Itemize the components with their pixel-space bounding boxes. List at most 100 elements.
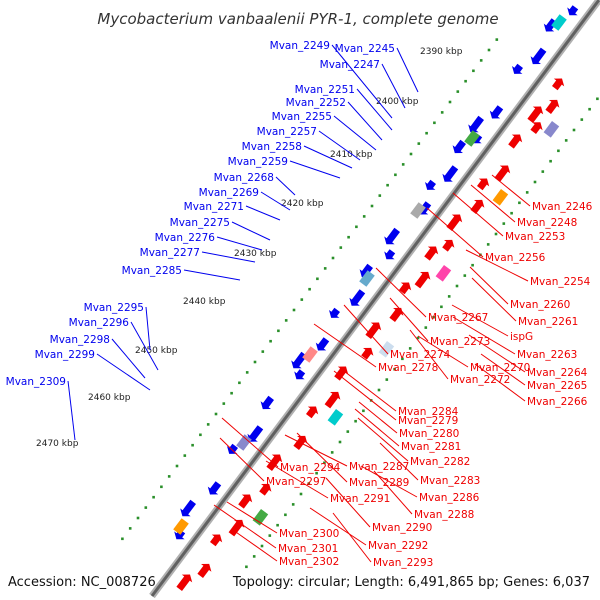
reverse-gene-label[interactable]: Mvan_2291: [330, 493, 390, 505]
guide-dot: [199, 433, 202, 437]
forward-gene-label[interactable]: Mvan_2269: [199, 187, 259, 199]
reverse-gene-label[interactable]: ispG: [510, 331, 533, 343]
forward-gene-label[interactable]: Mvan_2252: [286, 97, 346, 109]
reverse-gene-label[interactable]: Mvan_2287: [349, 461, 409, 473]
reverse-gene-label[interactable]: Mvan_2272: [450, 374, 510, 386]
reverse-gene-label[interactable]: Mvan_2283: [420, 475, 480, 487]
reverse-gene-label[interactable]: Mvan_2281: [401, 441, 461, 453]
forward-gene-label[interactable]: Mvan_2245: [335, 43, 395, 55]
leader-line: [309, 507, 367, 546]
leader-line: [396, 47, 419, 93]
guide-dot: [291, 503, 295, 506]
guide-dot: [386, 183, 389, 187]
forward-gene-label[interactable]: Mvan_2309: [6, 376, 66, 388]
reverse-gene-label[interactable]: Mvan_2260: [510, 299, 570, 311]
reverse-gene-label[interactable]: Mvan_2263: [517, 349, 577, 361]
reverse-gene-label[interactable]: Mvan_2288: [414, 509, 474, 521]
forward-gene-label[interactable]: Mvan_2268: [214, 172, 274, 184]
gene-labels[interactable]: Mvan_2245Mvan_2247Mvan_2249Mvan_2251Mvan…: [6, 40, 593, 569]
reverse-gene-label[interactable]: Mvan_2293: [373, 557, 433, 569]
reverse-gene-label[interactable]: Mvan_2274: [390, 349, 451, 361]
forward-gene-label[interactable]: Mvan_2251: [295, 84, 355, 96]
reverse-gene-label[interactable]: Mvan_2284: [398, 406, 459, 418]
reverse-gene-label[interactable]: Mvan_2290: [372, 522, 432, 534]
forward-gene-arrow: [227, 443, 238, 454]
reverse-gene-label[interactable]: Mvan_2278: [378, 362, 438, 374]
leader-line: [231, 221, 271, 241]
kbp-tick-label: 2470 kbp: [36, 439, 79, 449]
guide-dot: [401, 163, 405, 166]
reverse-gene-label[interactable]: Mvan_2248: [517, 217, 577, 229]
forward-gene-label[interactable]: Mvan_2271: [184, 201, 244, 213]
guide-dot: [330, 451, 334, 454]
reverse-gene-label[interactable]: Mvan_2246: [532, 201, 593, 213]
reverse-gene-arrow: [477, 178, 490, 191]
reverse-gene-label[interactable]: Mvan_2273: [430, 336, 490, 348]
kbp-tick-label: 2410 kbp: [330, 150, 373, 160]
shaded-feature-block: [464, 130, 480, 147]
kbp-tick-label: 2400 kbp: [376, 97, 419, 107]
leader-line: [332, 512, 372, 563]
guide-dot: [440, 111, 444, 114]
reverse-gene-label[interactable]: Mvan_2254: [530, 276, 591, 288]
leader-line: [284, 434, 348, 467]
forward-gene-label[interactable]: Mvan_2299: [35, 349, 95, 361]
forward-gene-label[interactable]: Mvan_2249: [270, 40, 330, 52]
guide-dot: [541, 170, 545, 173]
guide-dot: [494, 232, 498, 236]
forward-gene-label[interactable]: Mvan_2258: [242, 141, 302, 153]
kbp-tick-label: 2450 kbp: [135, 346, 178, 356]
forward-gene-arrow: [247, 425, 264, 442]
reverse-gene-label[interactable]: Mvan_2280: [399, 428, 459, 440]
guide-dot: [222, 402, 226, 405]
reverse-gene-label[interactable]: Mvan_2294: [280, 462, 341, 474]
leader-line: [357, 417, 409, 462]
leader-line: [333, 115, 377, 151]
reverse-gene-label[interactable]: Mvan_2282: [410, 456, 470, 468]
guide-dot: [433, 121, 436, 125]
reverse-gene-label[interactable]: Mvan_2265: [527, 380, 587, 392]
guide-dot: [144, 506, 148, 509]
guide-dot: [448, 100, 452, 104]
reverse-gene-label[interactable]: Mvan_2267: [428, 312, 488, 324]
reverse-gene-arrow: [365, 322, 382, 339]
reverse-gene-label[interactable]: Mvan_2297: [266, 476, 326, 488]
reverse-gene-label[interactable]: Mvan_2302: [279, 556, 339, 568]
forward-gene-label[interactable]: Mvan_2276: [155, 232, 216, 244]
forward-gene-label[interactable]: Mvan_2277: [140, 247, 200, 259]
shaded-feature-block: [236, 434, 252, 451]
reverse-gene-label[interactable]: Mvan_2253: [505, 231, 565, 243]
leader-line: [409, 329, 449, 380]
reverse-gene-label[interactable]: Mvan_2289: [349, 477, 409, 489]
guide-dot: [502, 222, 506, 225]
reverse-gene-label[interactable]: Mvan_2279: [398, 415, 458, 427]
reverse-gene-label[interactable]: Mvan_2300: [279, 528, 339, 540]
forward-gene-arrow: [425, 179, 436, 190]
guide-dot: [346, 430, 350, 433]
guide-dot: [385, 378, 389, 381]
forward-gene-label[interactable]: Mvan_2247: [320, 59, 380, 71]
forward-gene-label[interactable]: Mvan_2295: [84, 302, 144, 314]
reverse-gene-label[interactable]: Mvan_2256: [485, 252, 546, 264]
reverse-gene-label[interactable]: Mvan_2286: [419, 492, 480, 504]
forward-gene-label[interactable]: Mvan_2257: [257, 126, 317, 138]
kbp-tick-label: 2420 kbp: [281, 199, 324, 209]
guide-dot: [401, 357, 404, 361]
reverse-gene-arrow: [361, 347, 374, 360]
reverse-gene-label[interactable]: Mvan_2292: [368, 540, 428, 552]
reverse-gene-label[interactable]: Mvan_2270: [470, 362, 530, 374]
forward-gene-label[interactable]: Mvan_2285: [122, 265, 182, 277]
forward-gene-label[interactable]: Mvan_2296: [69, 317, 130, 329]
forward-gene-label[interactable]: Mvan_2298: [50, 334, 110, 346]
reverse-gene-label[interactable]: Mvan_2261: [518, 316, 578, 328]
reverse-gene-label[interactable]: Mvan_2264: [527, 367, 588, 379]
leader-line: [469, 266, 509, 305]
reverse-gene-label[interactable]: Mvan_2266: [527, 396, 588, 408]
reverse-gene-label[interactable]: Mvan_2301: [278, 543, 338, 555]
forward-gene-label[interactable]: Mvan_2259: [228, 156, 288, 168]
forward-gene-label[interactable]: Mvan_2275: [170, 217, 230, 229]
guide-dot: [299, 492, 303, 496]
guide-dot: [572, 128, 576, 132]
forward-gene-label[interactable]: Mvan_2255: [272, 111, 332, 123]
guide-dot: [549, 159, 552, 163]
